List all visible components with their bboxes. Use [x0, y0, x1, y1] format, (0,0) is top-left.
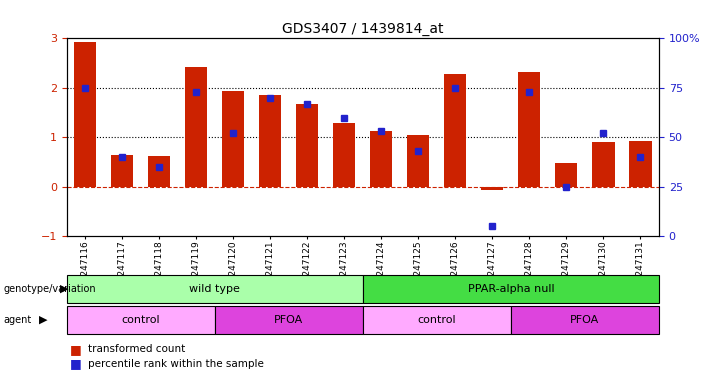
Bar: [111, 155, 133, 187]
Bar: [518, 71, 540, 187]
Text: agent: agent: [4, 314, 32, 325]
Text: transformed count: transformed count: [88, 344, 185, 354]
Bar: [333, 123, 355, 187]
Text: control: control: [418, 314, 456, 325]
Bar: [481, 187, 503, 190]
Bar: [363, 275, 659, 303]
Bar: [215, 306, 363, 333]
Bar: [74, 42, 96, 187]
Text: genotype/variation: genotype/variation: [4, 284, 96, 294]
Text: ■: ■: [70, 357, 82, 370]
Bar: [67, 275, 363, 303]
Bar: [511, 306, 659, 333]
Text: percentile rank within the sample: percentile rank within the sample: [88, 359, 264, 369]
Title: GDS3407 / 1439814_at: GDS3407 / 1439814_at: [282, 22, 444, 36]
Text: ▶: ▶: [60, 284, 68, 294]
Bar: [185, 66, 207, 187]
Text: PPAR-alpha null: PPAR-alpha null: [468, 284, 554, 294]
Text: PFOA: PFOA: [571, 314, 599, 325]
Bar: [370, 131, 393, 187]
Bar: [148, 156, 170, 187]
Bar: [444, 74, 466, 187]
Text: PFOA: PFOA: [274, 314, 304, 325]
Bar: [629, 141, 651, 187]
Bar: [592, 142, 615, 187]
Text: wild type: wild type: [189, 284, 240, 294]
Bar: [407, 135, 430, 187]
Bar: [555, 163, 578, 187]
Text: ■: ■: [70, 343, 82, 356]
Bar: [363, 306, 511, 333]
Bar: [67, 306, 215, 333]
Text: control: control: [121, 314, 160, 325]
Text: ▶: ▶: [39, 314, 47, 325]
Bar: [296, 104, 318, 187]
Bar: [222, 91, 244, 187]
Bar: [259, 95, 281, 187]
